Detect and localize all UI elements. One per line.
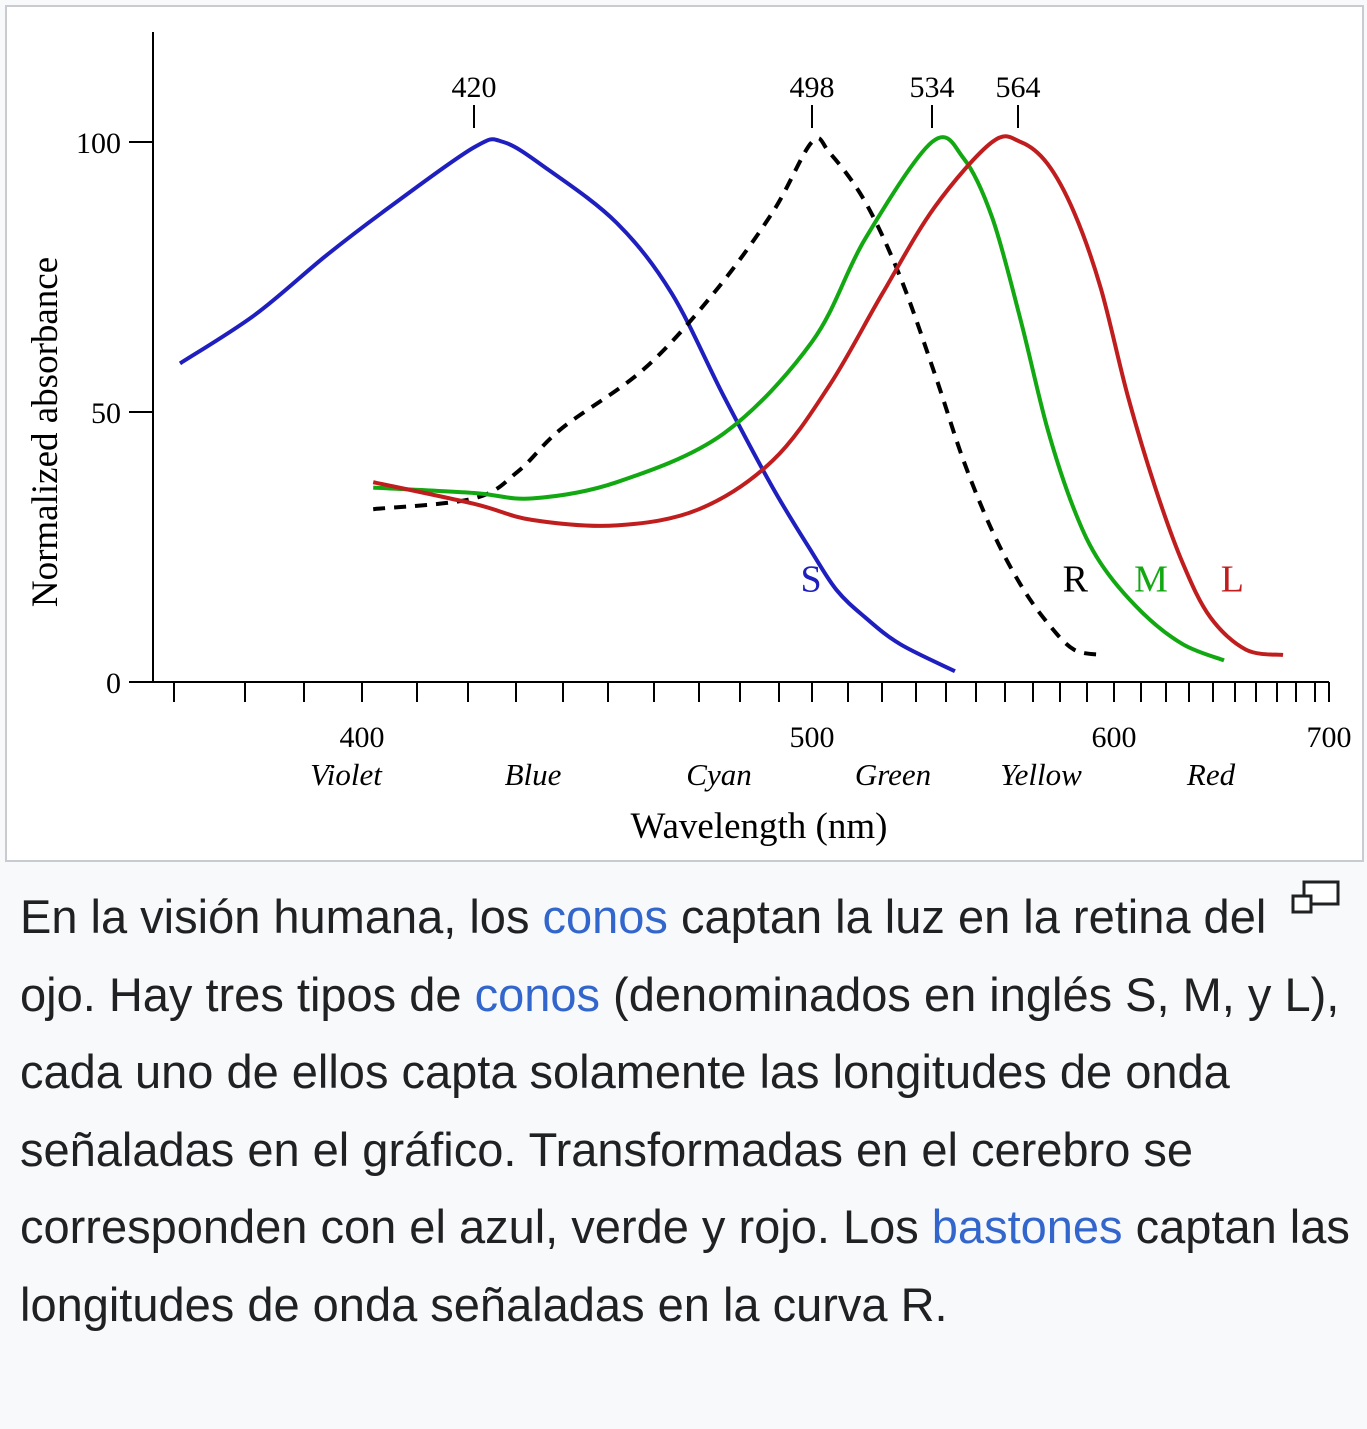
series-line-r	[372, 136, 1104, 657]
y-tick-label: 0	[106, 667, 121, 700]
peak-label: 498	[790, 71, 835, 104]
y-axis-title: Normalized absorbance	[25, 257, 66, 607]
series-line-s	[178, 137, 956, 673]
caption-text-3: (denominados en inglés S, M, y L), cada …	[20, 967, 1340, 1254]
color-band-label: Blue	[505, 757, 562, 792]
y-tick-label: 50	[91, 397, 121, 430]
peak-label: 420	[452, 71, 497, 104]
series-label-l: L	[1221, 558, 1244, 600]
series-line-m	[373, 135, 1225, 663]
absorbance-chart: 0 50 100 400 500 600 700 Violet Blue Cyan Green Yel…	[25, 32, 1352, 847]
x-tick-label: 400	[340, 721, 385, 754]
caption-text-4: captan las longitudes de onda señaladas …	[20, 1200, 1350, 1331]
chart-figure: 0 50 100 400 500 600 700 Violet Blue Cyan Green Yel…	[5, 5, 1364, 862]
x-tick-label: 600	[1092, 721, 1137, 754]
conos-link-1[interactable]: conos	[542, 890, 668, 943]
color-band-label: Yellow	[1000, 757, 1082, 792]
x-tick-label: 500	[790, 721, 835, 754]
color-band-label: Cyan	[686, 757, 751, 792]
peak-label: 564	[996, 71, 1041, 104]
peak-label: 534	[910, 71, 955, 104]
bastones-link[interactable]: bastones	[931, 1200, 1123, 1253]
enlarge-icon[interactable]	[1290, 880, 1342, 920]
color-band-label: Green	[855, 757, 931, 792]
x-axis-title: Wavelength (nm)	[631, 806, 888, 847]
series-label-s: S	[801, 558, 822, 600]
series-label-m: M	[1134, 558, 1168, 600]
color-band-label: Red	[1186, 757, 1236, 792]
series-line-l	[372, 134, 1284, 657]
series-label-r: R	[1063, 558, 1089, 600]
figure-caption: En la visión humana, los conos captan la…	[20, 878, 1350, 1343]
x-tick-label: 700	[1307, 721, 1352, 754]
caption-text-2: captan la luz en la retina del ojo. Hay …	[20, 890, 1267, 1021]
y-tick-label: 100	[76, 127, 121, 160]
color-band-label: Violet	[310, 757, 383, 792]
conos-link-2[interactable]: conos	[474, 967, 600, 1021]
caption-text-1: En la visión humana, los	[20, 890, 543, 943]
